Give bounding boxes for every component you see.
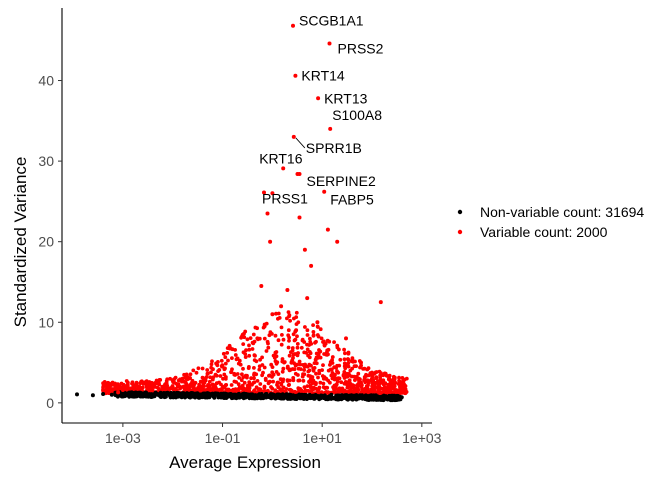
labeled-point xyxy=(262,190,266,195)
labeled-point xyxy=(281,166,286,171)
labeled-point xyxy=(322,189,327,194)
x-axis-title: Average Expression xyxy=(169,453,321,472)
point-label: KRT14 xyxy=(301,68,345,84)
data-point xyxy=(389,384,394,389)
data-point xyxy=(155,381,160,386)
data-point xyxy=(320,395,325,400)
x-tick-label: 1e+01 xyxy=(303,430,343,446)
data-point xyxy=(365,396,370,401)
point-label: PRSS2 xyxy=(338,41,384,57)
labeled-point xyxy=(291,134,296,139)
data-point xyxy=(389,395,394,400)
data-point xyxy=(325,227,330,232)
point-label: PRSS1 xyxy=(262,191,308,207)
data-point xyxy=(378,300,383,305)
data-points xyxy=(75,172,404,401)
data-point xyxy=(315,320,320,325)
data-point xyxy=(109,392,114,397)
y-tick-label: 0 xyxy=(46,395,54,411)
labeled-point xyxy=(293,73,298,78)
data-point xyxy=(279,304,284,309)
y-tick-label: 40 xyxy=(38,73,54,89)
data-point xyxy=(235,356,240,361)
labeled-point xyxy=(297,172,302,176)
data-point xyxy=(101,392,106,396)
data-point xyxy=(370,376,374,381)
labeled-point xyxy=(328,126,333,131)
x-tick-label: 1e-03 xyxy=(105,430,141,446)
data-point xyxy=(75,392,79,397)
data-point xyxy=(185,375,190,380)
point-label: KRT13 xyxy=(324,90,368,106)
point-label: KRT16 xyxy=(259,150,303,166)
legend-key-variable xyxy=(457,229,463,235)
data-point xyxy=(220,364,225,369)
data-point xyxy=(116,390,121,395)
data-point xyxy=(262,324,267,329)
data-point xyxy=(344,396,348,400)
x-tick-label: 1e+03 xyxy=(402,430,442,446)
legend-key-non-variable xyxy=(457,209,463,215)
data-point xyxy=(344,336,348,341)
data-point xyxy=(400,388,404,392)
data-point xyxy=(393,394,398,399)
y-tick-label: 10 xyxy=(38,314,54,330)
point-label: S100A8 xyxy=(332,107,382,123)
data-point xyxy=(170,393,175,398)
point-label: SERPINE2 xyxy=(307,173,376,189)
legend: Non-variable count: 31694 Variable count… xyxy=(457,204,644,240)
axes: 1e-03 1e-01 1e+01 1e+03 0 10 20 30 40 xyxy=(38,8,442,446)
data-point xyxy=(255,336,260,341)
data-point xyxy=(259,284,264,288)
data-point xyxy=(305,296,310,301)
y-axis-title: Standardized Variance xyxy=(11,157,30,328)
legend-label-non-variable: Non-variable count: 31694 xyxy=(480,204,644,220)
data-point xyxy=(270,191,275,196)
data-point xyxy=(270,312,275,317)
data-point xyxy=(294,328,299,333)
point-cloud xyxy=(101,310,409,403)
data-point xyxy=(90,393,95,398)
data-point xyxy=(359,360,363,365)
point-label: FABP5 xyxy=(330,192,374,208)
data-point xyxy=(120,388,125,392)
data-point xyxy=(155,392,160,397)
data-point xyxy=(170,378,175,383)
data-point xyxy=(285,288,290,292)
data-point xyxy=(297,215,302,220)
data-point xyxy=(220,394,225,398)
data-point xyxy=(120,392,125,397)
data-point xyxy=(324,352,329,357)
legend-label-variable: Variable count: 2000 xyxy=(480,224,608,240)
data-point xyxy=(309,263,314,268)
point-label: SPRR1B xyxy=(306,140,362,156)
data-point xyxy=(265,211,270,216)
x-tick-label: 1e-01 xyxy=(205,430,241,446)
labeled-point xyxy=(316,96,321,101)
data-point xyxy=(335,239,340,244)
data-point xyxy=(270,394,275,399)
labeled-point xyxy=(291,23,295,28)
data-point xyxy=(244,394,249,399)
data-point xyxy=(294,395,299,400)
data-point xyxy=(194,393,199,398)
y-tick-label: 20 xyxy=(38,234,54,250)
data-point xyxy=(144,384,149,389)
data-point xyxy=(302,247,307,252)
point-label: SCGB1A1 xyxy=(299,13,364,29)
data-point xyxy=(135,393,140,398)
labeled-point xyxy=(327,41,332,46)
data-point xyxy=(378,396,383,401)
data-point xyxy=(129,386,134,391)
data-point xyxy=(205,371,210,376)
y-tick-label: 30 xyxy=(38,153,54,169)
data-point xyxy=(268,239,273,244)
